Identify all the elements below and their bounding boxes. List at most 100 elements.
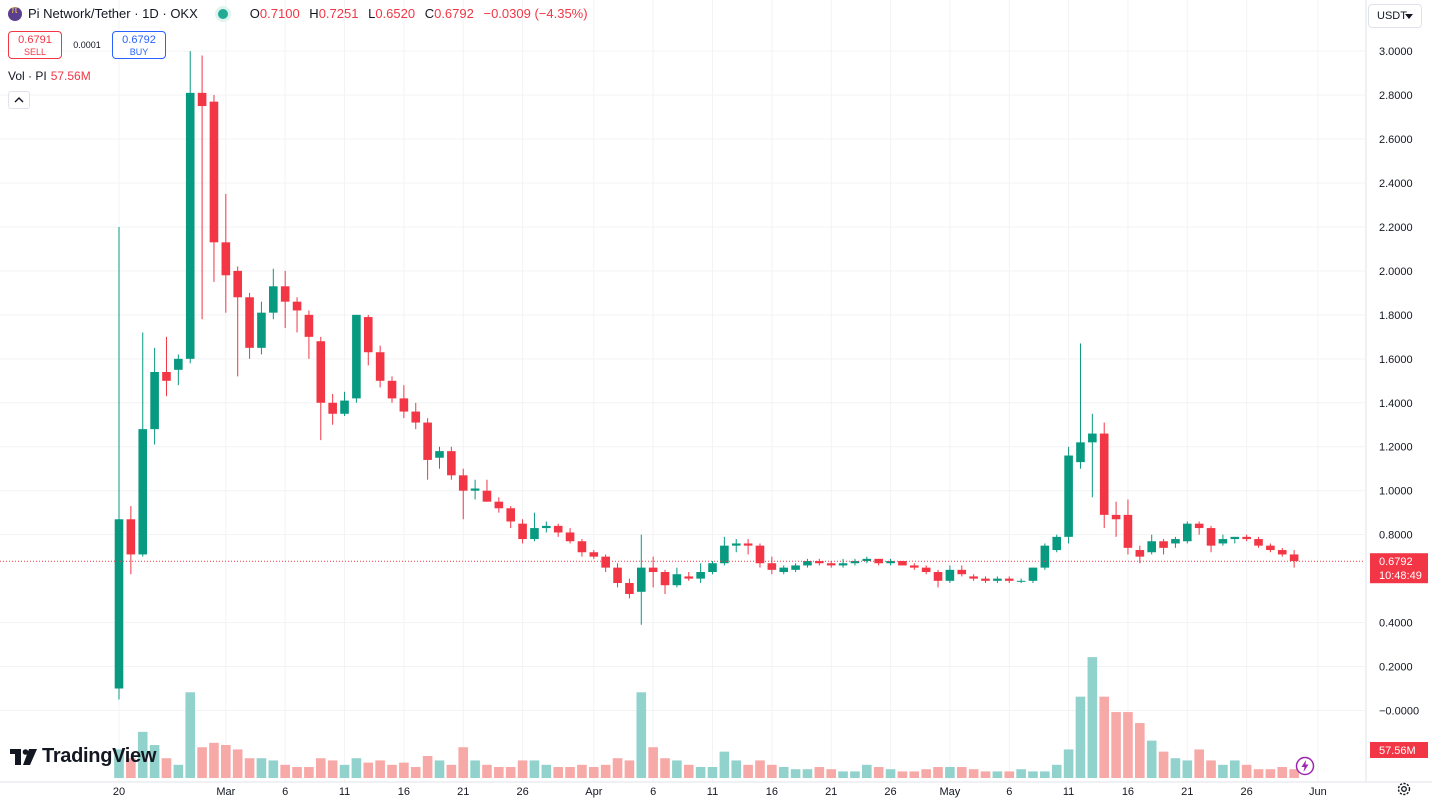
volume-bar	[327, 760, 338, 778]
high-value: 0.7251	[318, 6, 359, 21]
candle	[375, 352, 385, 381]
candle	[1266, 545, 1275, 551]
candle	[969, 576, 978, 579]
market-status-icon[interactable]	[217, 8, 228, 19]
trade-buttons: 0.6791 SELL 0.0001 0.6792 BUY	[8, 31, 166, 59]
candle	[826, 563, 836, 566]
candle	[1028, 567, 1038, 581]
candle	[791, 565, 800, 570]
volume-bar	[268, 760, 279, 778]
candle	[553, 525, 563, 533]
candle	[423, 422, 432, 460]
open-value: 0.7100	[259, 6, 300, 21]
candle	[933, 572, 943, 581]
candle	[862, 558, 872, 562]
candle	[494, 501, 504, 509]
y-tick-label: 1.2000	[1379, 442, 1413, 454]
candle	[1123, 514, 1133, 548]
candle	[1242, 536, 1251, 540]
volume-bar	[992, 771, 1003, 778]
candle	[708, 563, 717, 573]
volume-bar	[672, 760, 682, 778]
candle	[1004, 578, 1014, 581]
sell-button[interactable]: 0.6791 SELL	[8, 31, 62, 59]
candle	[269, 286, 278, 313]
collapse-chevron-icon	[14, 97, 24, 103]
symbol-title[interactable]: Pi Network/Tether · 1D · OKX	[28, 6, 198, 21]
volume-bar	[589, 767, 599, 778]
volume-bar	[945, 767, 955, 778]
volume-label: Vol · PI	[8, 69, 47, 83]
volume-bar	[339, 764, 350, 778]
candle	[1194, 523, 1204, 529]
candle	[162, 372, 171, 381]
y-tick-label: 1.4000	[1379, 398, 1413, 410]
volume-bar	[173, 764, 184, 778]
candle	[1147, 541, 1156, 553]
x-tick-label: 21	[457, 786, 469, 798]
candle	[755, 545, 765, 564]
candle	[696, 572, 705, 579]
volume-bar	[885, 769, 896, 778]
volume-bar	[280, 764, 290, 778]
volume-bar	[897, 771, 908, 778]
x-tick-label: 16	[398, 786, 410, 798]
volume-bar	[292, 767, 302, 778]
candle	[482, 490, 492, 502]
volume-bars	[114, 657, 1299, 778]
volume-bar	[209, 742, 219, 778]
volume-bar	[767, 764, 777, 778]
volume-bar	[921, 769, 931, 778]
pi-network-logo-icon	[8, 5, 22, 21]
last-volume-badge	[1370, 742, 1428, 758]
candle	[874, 558, 883, 564]
collapse-legend-button[interactable]	[8, 91, 30, 109]
volume-bar	[778, 767, 789, 778]
candle	[340, 400, 349, 414]
volume-bar	[1111, 712, 1121, 778]
candle	[993, 578, 1002, 581]
volume-bar	[1087, 657, 1098, 778]
candle	[1218, 539, 1228, 544]
x-tick-label: 21	[1181, 786, 1193, 798]
x-tick-label: 11	[1063, 786, 1074, 798]
settings-gear-icon[interactable]	[1396, 781, 1412, 797]
volume-bar	[315, 758, 326, 778]
volume-bar	[743, 764, 753, 778]
candle	[506, 508, 516, 522]
x-tick-label: Mar	[216, 786, 235, 798]
volume-bar	[719, 751, 730, 778]
x-tick-label: Jun	[1309, 786, 1327, 798]
volume-bar	[790, 769, 801, 778]
volume-bar	[695, 767, 706, 778]
brand-text: TradingView	[42, 745, 157, 767]
lightning-icon[interactable]	[1295, 756, 1315, 776]
volume-bar	[221, 745, 231, 778]
volume-bar	[1051, 764, 1062, 778]
candle	[1159, 541, 1168, 548]
volume-bar	[482, 764, 492, 778]
candle	[838, 563, 848, 566]
currency-select[interactable]: USDT	[1368, 4, 1422, 28]
candle	[1040, 545, 1050, 568]
volume-bar	[1206, 760, 1216, 778]
candle	[743, 543, 753, 546]
x-tick-label: 11	[707, 786, 718, 798]
price-axis: 3.0000 2.8000 2.6000 2.4000 2.2000 2.0000 1.80…	[1365, 0, 1419, 782]
candle	[577, 541, 587, 553]
volume-bar	[660, 758, 670, 778]
candle	[387, 380, 397, 399]
volume-bar	[1040, 771, 1050, 778]
volume-bar	[1135, 723, 1145, 778]
y-tick-label: 1.6000	[1379, 354, 1413, 366]
volume-bar	[1218, 764, 1228, 778]
buy-button[interactable]: 0.6792 BUY	[112, 31, 166, 59]
candle	[1230, 536, 1240, 540]
candle	[447, 451, 456, 476]
candle	[850, 561, 860, 564]
tradingview-logo[interactable]: TradingView	[10, 745, 156, 768]
volume-bar	[1277, 767, 1288, 778]
candle	[648, 567, 658, 573]
volume-bar	[232, 749, 243, 778]
